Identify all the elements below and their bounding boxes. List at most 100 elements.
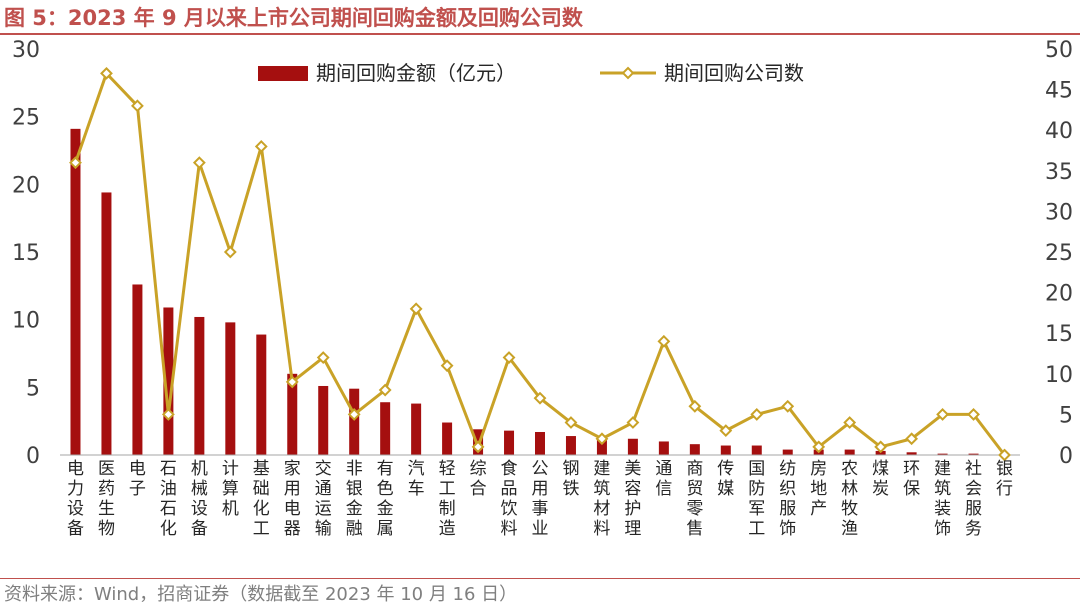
line-point (657, 334, 671, 348)
bar (225, 322, 236, 455)
bar (689, 444, 700, 455)
figure-title: 图 5：2023 年 9 月以来上市公司期间回购金额及回购公司数 (4, 6, 583, 30)
bar (751, 445, 762, 455)
line-point (192, 156, 206, 170)
category-label: 交通运输 (315, 459, 332, 539)
bar-series-repurchase-amount (70, 128, 979, 455)
right-axis: 0 5 10 15 20 25 30 35 40 45 50 (1045, 38, 1073, 469)
category-label: 基础化工 (253, 459, 270, 539)
right-axis-tick-label: 30 (1045, 200, 1073, 225)
bar (504, 430, 515, 455)
left-axis-tick-label: 5 (26, 376, 40, 401)
line-series-company-count (69, 66, 1011, 462)
line-point (131, 99, 144, 113)
category-label: 农林牧渔 (841, 459, 858, 539)
legend-line-marker (621, 66, 635, 80)
bar (565, 436, 576, 455)
right-axis-tick-label: 25 (1045, 241, 1073, 266)
bar (658, 441, 669, 455)
line-point (223, 245, 237, 259)
bar (596, 438, 607, 455)
category-label: 银行 (996, 459, 1013, 499)
category-label: 非银金融 (346, 459, 363, 539)
legend-bar-label: 期间回购金额（亿元） (316, 61, 516, 85)
category-label: 国防军工 (748, 459, 765, 539)
category-label: 社会服务 (965, 459, 982, 539)
bar (535, 431, 545, 455)
line-point (812, 440, 826, 454)
category-label: 建筑装饰 (934, 459, 951, 539)
left-axis-tick-label: 15 (12, 241, 40, 266)
right-axis-tick-label: 0 (1059, 444, 1073, 469)
line-point (750, 407, 764, 421)
bar (70, 128, 81, 455)
line-point (936, 407, 949, 421)
category-label: 轻工制造 (439, 459, 456, 539)
right-axis-tick-label: 15 (1045, 322, 1073, 347)
category-label: 石油石化 (160, 459, 177, 539)
legend-line-label: 期间回购公司数 (664, 61, 804, 85)
left-axis-tick-label: 0 (26, 444, 40, 469)
category-label: 公用事业 (532, 459, 549, 539)
line-point (688, 399, 702, 413)
right-axis-tick-label: 10 (1045, 363, 1073, 388)
left-axis-tick-label: 25 (12, 106, 40, 131)
line-point (440, 359, 454, 373)
bar (627, 438, 638, 455)
bar (194, 316, 205, 455)
bar (844, 449, 855, 455)
bar (287, 373, 298, 455)
line-point (471, 440, 485, 454)
category-label: 机械设备 (191, 459, 208, 539)
category-label: 电力设备 (67, 459, 84, 539)
title-rule (0, 33, 1080, 35)
source-note: 资料来源：Wind，招商证券（数据截至 2023 年 10 月 16 日） (4, 584, 518, 605)
line-point (254, 140, 268, 153)
line-point (502, 351, 516, 364)
line-point (69, 156, 82, 170)
bar (380, 402, 391, 455)
category-label: 综合 (470, 459, 487, 499)
bar (442, 422, 453, 455)
right-axis-tick-label: 45 (1045, 79, 1073, 104)
category-label: 计算机 (222, 459, 239, 519)
right-axis-tick-label: 50 (1045, 38, 1073, 63)
category-label: 传媒 (717, 459, 734, 499)
line-point (967, 407, 980, 421)
line-point (378, 383, 392, 397)
legend-bar-swatch (258, 66, 308, 81)
left-axis-tick-label: 20 (12, 173, 40, 198)
line-point (719, 424, 733, 438)
category-label: 纺织服饰 (779, 459, 796, 539)
bar (163, 307, 174, 455)
right-axis-tick-label: 20 (1045, 282, 1073, 307)
category-label: 电子 (129, 459, 146, 499)
line-point (905, 432, 919, 446)
line-point (409, 302, 423, 316)
bar (720, 445, 731, 455)
category-label: 建筑材料 (593, 459, 610, 539)
left-axis-tick-label: 30 (12, 38, 40, 63)
bar (968, 453, 979, 455)
right-axis-tick-label: 35 (1045, 160, 1073, 185)
left-axis-tick-label: 10 (12, 309, 40, 334)
category-label: 通信 (655, 459, 672, 499)
legend: 期间回购金额（亿元） 期间回购公司数 (258, 61, 804, 85)
line-point (316, 351, 330, 364)
category-label: 房地产 (810, 459, 827, 519)
category-labels: 电力设备医药生物电子石油石化机械设备计算机基础化工家用电器交通运输非银金融有色金… (67, 459, 1013, 539)
line-point (843, 416, 857, 429)
bar (937, 453, 948, 455)
bar (318, 385, 329, 455)
category-label: 煤炭 (872, 459, 889, 499)
category-label: 商贸零售 (686, 459, 703, 539)
line-point (347, 407, 361, 421)
bar (782, 449, 793, 455)
category-label: 钢铁 (562, 459, 579, 499)
category-label: 汽车 (408, 459, 425, 499)
source-rule (0, 578, 1080, 579)
bar (349, 388, 360, 455)
line-point (161, 407, 175, 421)
left-axis: 0 5 10 15 20 25 30 (12, 38, 40, 469)
